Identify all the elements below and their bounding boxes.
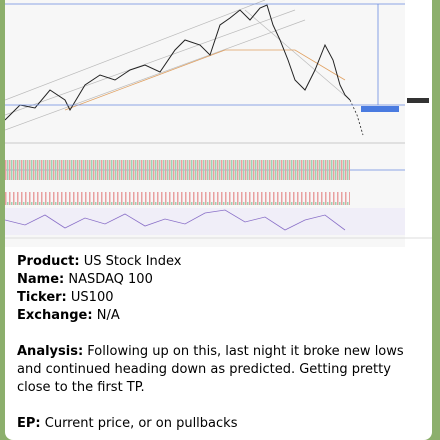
field-label: Ticker: (17, 290, 67, 305)
field: Name: NASDAQ 100 (17, 271, 422, 289)
ep-text: Current price, or on pullbacks (44, 416, 238, 431)
field-label: Exchange: (17, 308, 93, 323)
last-price-tag (407, 98, 429, 103)
moving-average (64, 49, 346, 111)
field-value: US Stock Index (83, 254, 182, 269)
field: Exchange: N/A (17, 307, 422, 325)
price-line (5, 4, 351, 121)
chart-image (5, 0, 432, 247)
ep-label: EP: (17, 416, 41, 431)
page: Product: US Stock Index Name: NASDAQ 100… (5, 0, 432, 440)
channel-lines (5, 0, 405, 144)
analysis-label: Analysis: (17, 344, 84, 359)
price-axis (405, 0, 432, 247)
oscillator-bg (5, 208, 405, 235)
field: Ticker: US100 (17, 289, 422, 307)
volume-bars (5, 160, 350, 205)
price-tag (361, 106, 399, 112)
field-value: NASDAQ 100 (68, 272, 153, 287)
field-label: Name: (17, 272, 65, 287)
message-text: Product: US Stock Index Name: NASDAQ 100… (17, 253, 422, 433)
field-label: Product: (17, 254, 80, 269)
field-value: N/A (96, 308, 120, 323)
message-bubble: Product: US Stock Index Name: NASDAQ 100… (5, 0, 432, 440)
analysis-text: Following up on this, last night it brok… (17, 344, 404, 395)
field-value: US100 (70, 290, 114, 305)
analysis: Analysis: Following up on this, last nig… (17, 343, 422, 397)
field: Product: US Stock Index (17, 253, 422, 271)
chart-bg (5, 0, 432, 247)
oscillator-line (5, 209, 346, 231)
entry-point: EP: Current price, or on pullbacks (17, 415, 422, 433)
